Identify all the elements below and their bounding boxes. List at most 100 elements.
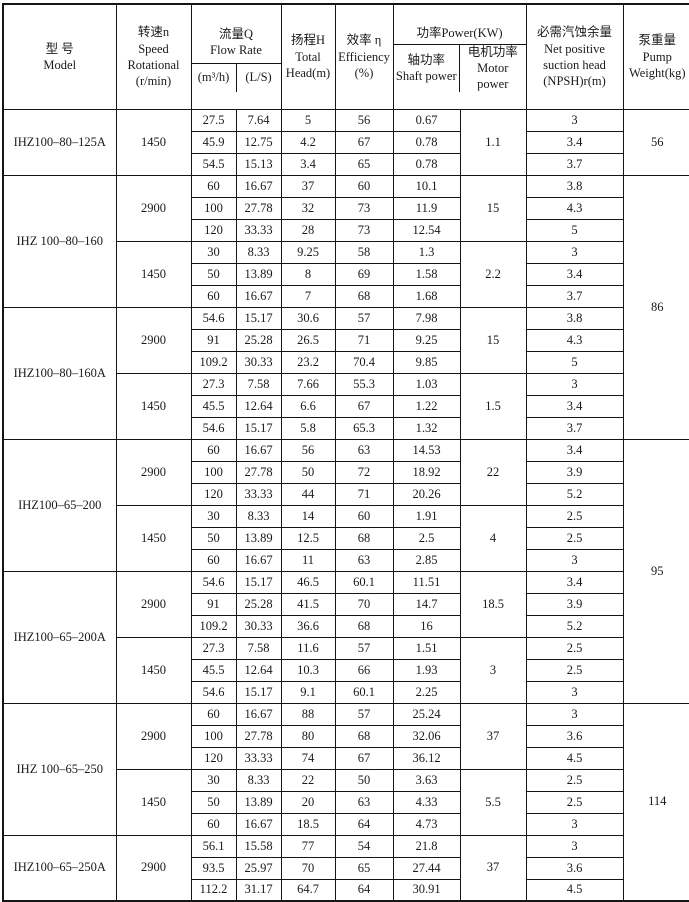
npsh-cell: 3.6: [525, 724, 624, 748]
npsh-cell: 3.9: [525, 592, 624, 616]
flow-ls-cell: 16.67: [235, 438, 282, 462]
shaft-power-cell: 0.78: [392, 130, 461, 154]
speed-cell: 1450: [115, 240, 192, 308]
shaft-power-cell: 9.85: [392, 350, 461, 374]
flow-m3h-cell: 60: [190, 284, 237, 308]
flow-ls-cell: 16.67: [235, 548, 282, 572]
head-cell: 56: [280, 438, 336, 462]
flow-m3h-cell: 120: [190, 746, 237, 770]
shaft-power-cell: 1.51: [392, 636, 461, 660]
motor-power-cell: 15: [459, 174, 527, 242]
flow-ls-cell: 15.58: [235, 834, 282, 858]
table-row: IHZ100–80–125A 1450 27.5 7.64 5 56 0.67 1.1 3 56: [2, 108, 689, 176]
table-row: 45.9 12.75 4.2 67 0.78 3.4: [3, 130, 689, 154]
flow-m3h-cell: 27.3: [190, 636, 237, 660]
head-cell: 7: [280, 284, 336, 308]
flow-ls-cell: 27.78: [235, 196, 282, 220]
efficiency-cell: 57: [334, 702, 394, 726]
npsh-cell: 2.5: [525, 636, 624, 660]
flow-m3h-cell: 50: [190, 790, 237, 814]
shaft-power-cell: 36.12: [392, 746, 461, 770]
table-row: 109.2 30.33 23.2 70.4 9.85 5: [3, 350, 689, 374]
efficiency-cell: 67: [334, 746, 394, 770]
shaft-power-cell: 30.91: [392, 878, 461, 902]
shaft-power-cell: 11.51: [392, 570, 461, 594]
weight-cell: 114: [622, 702, 689, 902]
efficiency-cell: 57: [334, 636, 394, 660]
header-flow-title: 流量Q Flow Rate: [210, 27, 262, 58]
shaft-power-cell: 27.44: [392, 856, 461, 880]
table-row: 120 33.33 74 67 36.12 4.5: [3, 746, 689, 770]
flow-ls-cell: 7.58: [235, 636, 282, 660]
weight-cell: 95: [622, 438, 689, 704]
table-row: 45.5 12.64 10.3 66 1.93 2.5: [3, 658, 689, 682]
efficiency-cell: 67: [334, 394, 394, 418]
header-motor-power: 电机功率 Motor power: [459, 45, 525, 93]
flow-m3h-cell: 60: [190, 702, 237, 726]
flow-m3h-cell: 45.9: [190, 130, 237, 154]
flow-m3h-cell: 30: [190, 768, 237, 792]
flow-ls-cell: 30.33: [235, 614, 282, 638]
header-flow-ls: (L/S): [235, 64, 280, 93]
flow-ls-cell: 15.17: [235, 570, 282, 594]
flow-m3h-cell: 54.6: [190, 416, 237, 440]
efficiency-cell: 68: [334, 614, 394, 638]
efficiency-cell: 64: [334, 812, 394, 836]
flow-m3h-cell: 112.2: [190, 878, 237, 902]
flow-m3h-cell: 56.1: [190, 834, 237, 858]
speed-cell: 1450: [115, 768, 192, 836]
flow-m3h-cell: 50: [190, 526, 237, 550]
flow-m3h-cell: 100: [190, 724, 237, 748]
flow-m3h-cell: 27.3: [190, 372, 237, 396]
head-cell: 41.5: [280, 592, 336, 616]
table-row: 1450 27.3 7.58 11.6 57 1.51 3 2.5: [3, 636, 689, 704]
efficiency-cell: 68: [334, 724, 394, 748]
speed-cell: 2900: [115, 306, 192, 374]
shaft-power-cell: 12.54: [392, 218, 461, 242]
shaft-power-cell: 11.9: [392, 196, 461, 220]
npsh-cell: 3.8: [525, 306, 624, 330]
efficiency-cell: 66: [334, 658, 394, 682]
table-row: 60 16.67 7 68 1.68 3.7: [3, 284, 689, 308]
motor-power-cell: 3: [459, 636, 527, 704]
npsh-cell: 5: [525, 350, 624, 374]
flow-m3h-cell: 45.5: [190, 394, 237, 418]
npsh-cell: 3: [525, 372, 624, 396]
head-cell: 14: [280, 504, 336, 528]
flow-m3h-cell: 120: [190, 482, 237, 506]
efficiency-cell: 73: [334, 196, 394, 220]
flow-m3h-cell: 30: [190, 504, 237, 528]
npsh-cell: 3.4: [525, 438, 624, 462]
table-row: 54.5 15.13 3.4 65 0.78 3.7: [3, 152, 689, 176]
shaft-power-cell: 16: [392, 614, 461, 638]
head-cell: 37: [280, 174, 336, 198]
speed-cell: 1450: [115, 372, 192, 440]
efficiency-cell: 68: [334, 526, 394, 550]
shaft-power-cell: 1.03: [392, 372, 461, 396]
table-row: 120 33.33 28 73 12.54 5: [3, 218, 689, 242]
flow-ls-cell: 12.75: [235, 130, 282, 154]
efficiency-cell: 60.1: [334, 570, 394, 594]
shaft-power-cell: 1.68: [392, 284, 461, 308]
efficiency-cell: 70.4: [334, 350, 394, 374]
model-cell: IHZ100–65–200: [2, 438, 117, 572]
header-total-head: 扬程H Total Head(m): [280, 3, 336, 110]
table-row: 45.5 12.64 6.6 67 1.22 3.4: [3, 394, 689, 418]
header-model: 型 号 Model: [2, 3, 117, 110]
shaft-power-cell: 10.1: [392, 174, 461, 198]
motor-power-cell: 1.1: [459, 108, 527, 176]
header-row: 型 号 Model 转速n Speed Rotational (r/min) 流…: [2, 3, 689, 110]
table-header: 型 号 Model 转速n Speed Rotational (r/min) 流…: [2, 3, 689, 110]
efficiency-cell: 57: [334, 306, 394, 330]
speed-cell: 2900: [115, 834, 192, 902]
model-cell: IHZ100–65–250A: [2, 834, 117, 902]
efficiency-cell: 63: [334, 548, 394, 572]
speed-cell: 1450: [115, 636, 192, 704]
npsh-cell: 2.5: [525, 504, 624, 528]
npsh-cell: 4.3: [525, 196, 624, 220]
flow-m3h-cell: 54.6: [190, 570, 237, 594]
flow-ls-cell: 27.78: [235, 724, 282, 748]
table-row: 1450 30 8.33 9.25 58 1.3 2.2 3: [3, 240, 689, 308]
head-cell: 22: [280, 768, 336, 792]
